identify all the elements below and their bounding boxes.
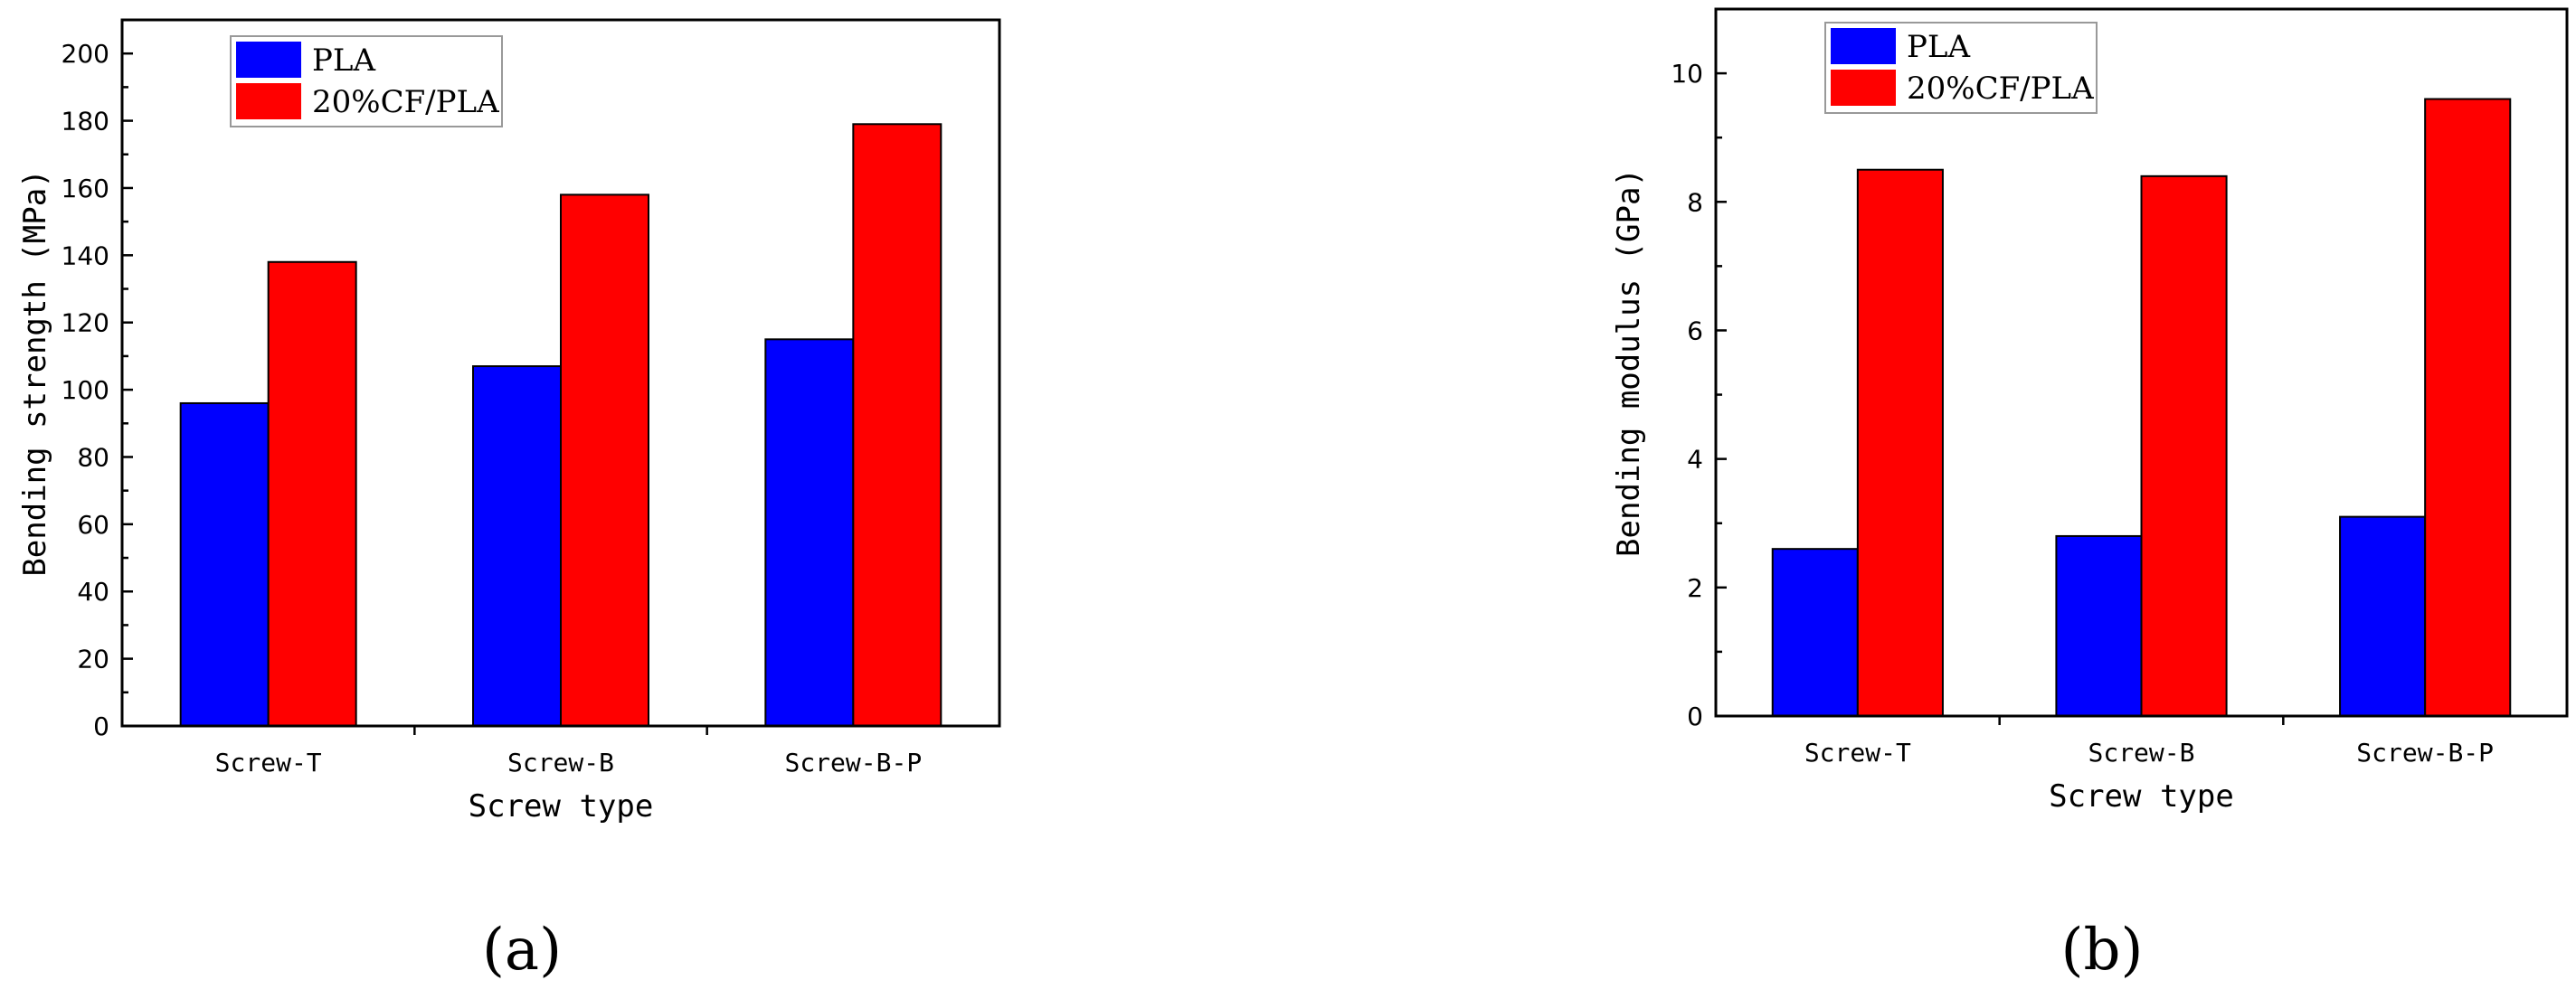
x-axis-title-b: Screw type [2049,778,2234,815]
x-tick-label-a-2: Screw-B-P [784,748,922,778]
y-tick-label-b-2: 4 [1687,445,1703,475]
x-tick-label-b-0: Screw-T [1804,738,1911,768]
x-tick-label-a-1: Screw-B [507,748,614,778]
bar-b-1-2 [2424,98,2512,717]
y-tick-label-a-3: 60 [77,510,109,540]
y-tick-label-b-3: 6 [1687,316,1703,345]
bar-b-0-2 [2339,515,2427,717]
x-tick-label-b-2: Screw-B-P [2356,738,2494,768]
axes-frame-a [120,18,1001,728]
bar-a-1-2 [852,123,942,728]
y-tick-label-a-0: 0 [93,712,109,741]
bar-a-0-0 [179,401,270,727]
x-axis-title-a: Screw type [469,788,654,825]
y-tick-label-a-9: 180 [62,107,109,137]
legend-label-b-1: 20%CF/PLA [1907,71,2094,107]
y-axis-title-b: Bending modulus (GPa) [1611,168,1647,557]
y-tick-label-a-10: 200 [62,39,109,69]
y-tick-label-a-6: 120 [62,308,109,338]
x-tick-label-a-0: Screw-T [215,748,322,778]
bar-a-1-0 [267,260,357,727]
y-tick-label-a-2: 40 [77,577,109,607]
legend-label-a-0: PLA [312,42,375,79]
y-tick-label-a-1: 20 [77,645,109,674]
bar-b-1-1 [2140,174,2228,717]
legend-swatch-b-1 [1831,70,1896,106]
y-tick-label-b-4: 8 [1687,187,1703,217]
bar-b-0-0 [1771,548,1859,717]
chart-panel-a: Screw-T Screw-B Screw-B-P 0 20 40 60 80 100 120 14… [17,18,1001,825]
x-tick-label-b-1: Screw-B [2088,738,2194,768]
y-tick-label-a-8: 160 [62,174,109,203]
bar-b-0-1 [2055,534,2143,717]
bar-a-0-2 [764,338,855,727]
y-tick-label-b-5: 10 [1671,59,1703,89]
panel-label-b: (b) [2061,917,2144,984]
y-tick-label-b-0: 0 [1687,702,1703,731]
legend-swatch-a-1 [236,83,301,119]
y-tick-label-b-1: 2 [1687,573,1703,603]
bar-b-1-0 [1856,168,1944,717]
panel-label-a: (a) [482,917,562,984]
y-tick-label-a-7: 140 [62,240,109,270]
axes-frame-b [1714,7,2569,718]
y-tick-label-a-5: 100 [62,375,109,405]
chart-panel-b: Screw-T Screw-B Screw-B-P 0 2 4 6 8 10 Screw type… [1611,7,2569,815]
legend-label-a-1: 20%CF/PLA [312,84,499,120]
bar-a-0-1 [472,365,562,727]
y-tick-label-a-4: 80 [77,442,109,472]
y-axis-title-a: Bending strength (MPa) [17,169,53,576]
legend-swatch-a-0 [236,42,301,78]
legend-label-b-0: PLA [1907,29,1970,65]
legend-swatch-b-0 [1831,28,1896,64]
bar-a-1-1 [560,193,649,727]
